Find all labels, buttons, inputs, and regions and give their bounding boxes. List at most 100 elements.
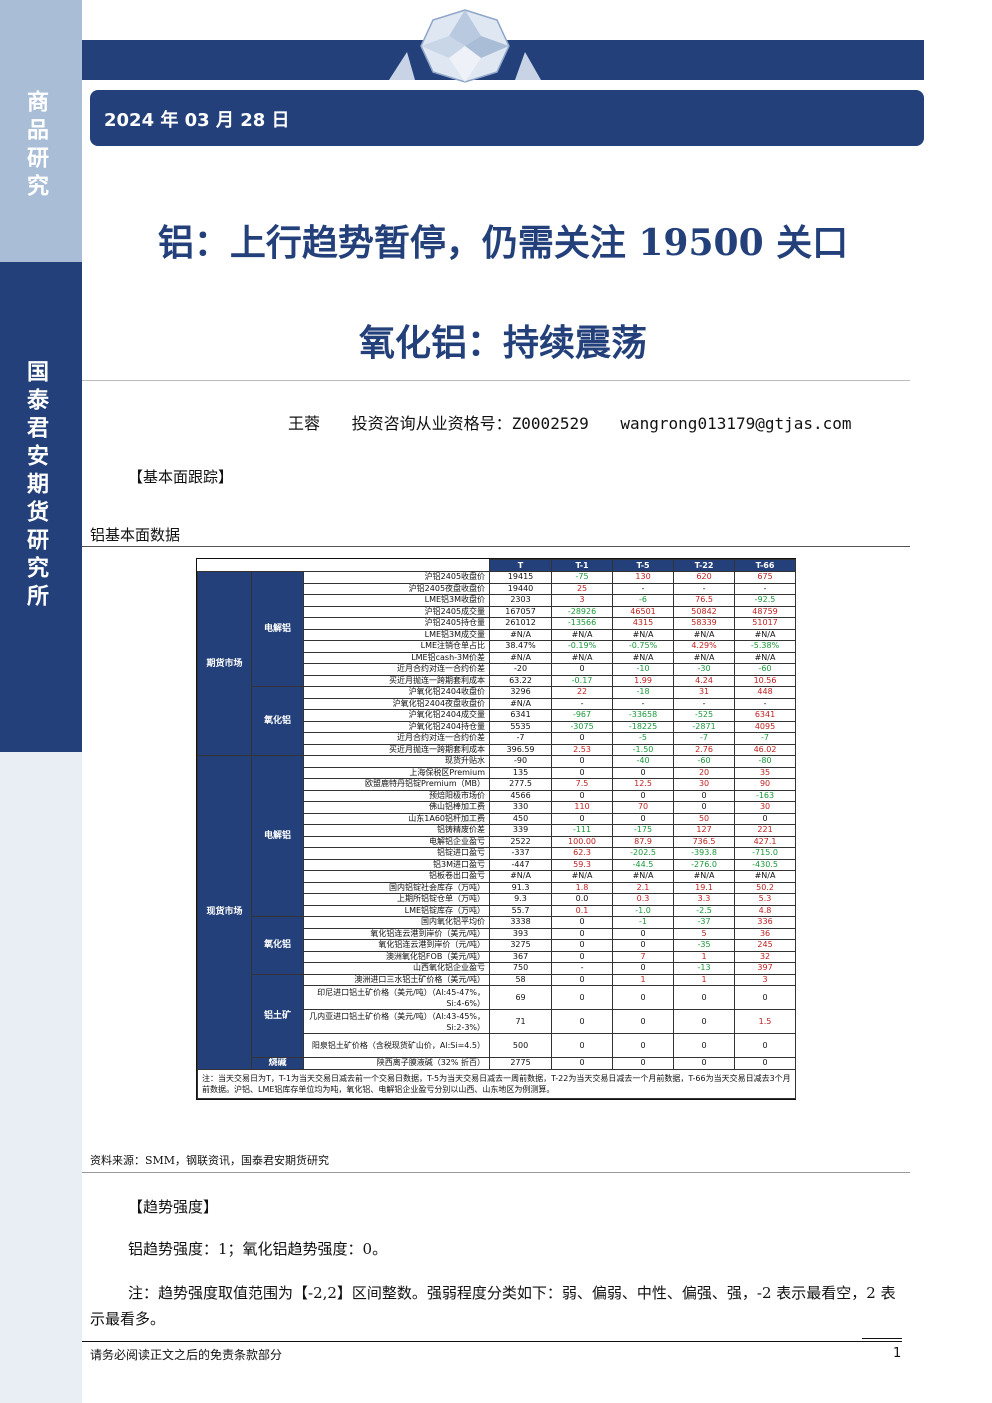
value-cell: 1.99 [612,674,675,687]
value-cell: 50842 [673,605,736,618]
value-cell: 339 [489,824,553,837]
row-label: 澳洲进口三水铝土矿价格（美元/吨） [302,973,491,986]
value-cell: 69 [489,985,553,1010]
value-cell: 261012 [489,617,553,630]
footer-rule-short [862,1338,902,1339]
table-row: LME铝锭库存（万吨） 55.7 0.1 -1.0 -2.5 4.8 [198,904,797,917]
row-label: 氧化铝连云港到岸价（美元/吨） [302,927,491,940]
col-header: T-66 [734,559,797,572]
value-cell: 5.3 [734,893,797,906]
trend-note-paragraph: 注：趋势强度取值范围为【-2,2】区间整数。强弱程度分类如下：弱、偏弱、中性、偏… [90,1284,896,1328]
value-cell: 0 [612,812,675,825]
value-cell: 2.76 [673,743,736,756]
divider [82,1172,910,1173]
value-cell: #N/A [734,870,797,883]
value-cell: 4315 [612,617,675,630]
value-cell: 2.53 [551,743,614,756]
value-cell: 58339 [673,617,736,630]
value-cell: 221 [734,824,797,837]
value-cell: 0 [612,766,675,779]
value-cell: #N/A [612,651,675,664]
subcategory-cell: 烧碱 [251,1057,304,1070]
table-row: 现货市场 电解铝 现货升贴水 -90 0 -40 -60 -80 [197,755,797,1070]
value-cell: 38.47% [489,640,553,653]
section-heading-trend: 【趋势强度】 [128,1198,219,1216]
value-cell: 0 [734,985,797,1010]
value-cell: 62.3 [551,847,614,860]
value-cell: 58 [489,973,553,986]
row-label: 买近月抛连一跨期套利成本 [302,674,491,687]
table-row: 铝3M进口盈亏 -447 59.3 -44.5 -276.0 -430.5 [198,858,797,871]
value-cell: 620 [673,571,736,584]
value-cell: 127 [673,824,736,837]
value-cell: -18 [612,686,675,699]
value-cell: 0 [551,916,614,929]
value-cell: -0.17 [551,674,614,687]
value-cell: - [612,697,675,710]
value-cell: #N/A [673,651,736,664]
table-row: 期货市场 电解铝 沪铝2405收盘价 19415 -75 130 620 675 [197,571,797,756]
value-cell: -80 [734,755,797,768]
table-note-row: 注：当天交易日为T，T-1为当天交易日减去前一个交易日数据，T-5为当天交易日减… [196,1068,797,1099]
value-cell: 19.1 [673,881,736,894]
value-cell: - [612,582,675,595]
value-cell: #N/A [489,651,553,664]
value-cell: 25 [551,582,614,595]
table-row: 买近月抛连一跨期套利成本 63.22 -0.17 1.99 4.24 10.56 [198,674,797,687]
row-label: 国内铝锭社会库存（万吨） [302,881,491,894]
value-cell: -10 [612,663,675,676]
row-label: 山西氧化铝企业盈亏 [302,962,491,975]
value-cell: 12.5 [612,778,675,791]
value-cell: -18225 [612,720,675,733]
value-cell: 31 [673,686,736,699]
value-cell: #N/A [734,651,797,664]
value-cell: -7 [673,732,736,745]
value-cell: 0 [673,1009,736,1034]
row-label: 现货升贴水 [302,755,491,768]
value-cell: #N/A [551,628,614,641]
value-cell: 245 [734,939,797,952]
table-row: 沪铝2405成交量 167057 -28926 46501 50842 48759 [198,605,797,618]
table-row: 沪氧化铝2404持仓量 5535 -3075 -18225 -2871 4095 [198,720,797,733]
value-cell: 397 [734,962,797,975]
sidebar-mid-band [0,262,82,752]
value-cell: 736.5 [673,835,736,848]
table-row: LME铝3M收盘价 2303 3 -6 76.5 -92.5 [198,594,797,607]
value-cell: 70 [612,801,675,814]
value-cell: -3075 [551,720,614,733]
category-cell: 现货市场 [197,755,252,1070]
row-label: LME铝cash-3M价差 [302,651,491,664]
table-row: 买近月抛连一跨期套利成本 396.59 2.53 -1.50 2.76 46.02 [198,743,797,756]
row-label: 国内氧化铝平均价 [302,916,491,929]
table-note: 注：当天交易日为T，T-1为当天交易日减去前一个交易日数据，T-5为当天交易日减… [196,1068,797,1099]
value-cell: 450 [489,812,553,825]
value-cell: -6 [612,594,675,607]
value-cell: -7 [489,732,553,745]
value-cell: -30 [673,663,736,676]
value-cell: 5 [673,927,736,940]
value-cell: -40 [612,755,675,768]
row-label: 氧化铝连云港到岸价（元/吨） [302,939,491,952]
row-label: 沪铝2405夜盘收盘价 [302,582,491,595]
value-cell: 0 [673,789,736,802]
author-email[interactable]: wangrong013179@gtjas.com [620,414,852,433]
value-cell: 51017 [734,617,797,630]
table-row: 欧盟鹿特丹铝锭Premium（MB） 277.5 7.5 12.5 30 90 [198,778,797,791]
value-cell: 1 [673,973,736,986]
value-cell: 0 [673,985,736,1010]
value-cell: 0 [734,1033,797,1058]
value-cell: #N/A [612,870,675,883]
subcategory-cell: 氧化铝 [251,686,304,756]
value-cell: 10.56 [734,674,797,687]
value-cell: 448 [734,686,797,699]
value-cell: 0.3 [612,893,675,906]
value-cell: 30 [734,801,797,814]
value-cell: -2871 [673,720,736,733]
subcategory-cell: 电解铝 [251,755,304,917]
table-row: 铝土矿 澳洲进口三水铝土矿价格（美元/吨） 58 0 1 1 3 [198,973,797,1058]
value-cell: #N/A [489,870,553,883]
value-cell: -276.0 [673,858,736,871]
value-cell: 277.5 [489,778,553,791]
author-line: 王蓉 投资咨询从业资格号：Z0002529 wangrong013179@gtj… [288,410,874,434]
trend-strength-text: 铝趋势强度：1；氧化铝趋势强度：0。 [128,1240,388,1258]
